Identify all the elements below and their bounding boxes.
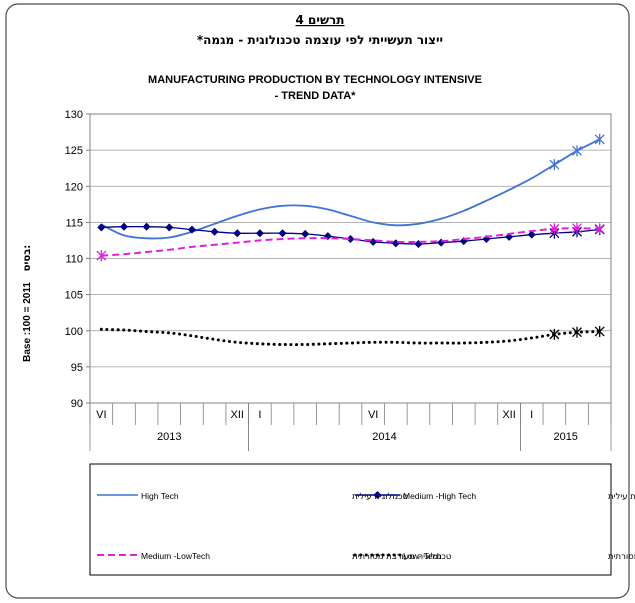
x-month-label: I	[258, 409, 261, 421]
legend-item-medium-low-tech: Medium -LowTech טכנולוגיה מעורבת מסורתית	[97, 551, 452, 562]
legend-label-he: טכנולוגיה עילית	[352, 492, 409, 502]
hebrew-title: ייצור תעשייתי לפי עוצמה טכנולוגית - מגמה…	[197, 33, 443, 47]
chart-title-line2: - TREND DATA*	[275, 90, 357, 102]
data-point-marker	[459, 237, 468, 246]
data-point-marker	[96, 250, 107, 262]
legend-marker	[373, 490, 382, 500]
data-point-marker	[210, 227, 219, 236]
series-lines	[96, 133, 605, 347]
data-point-marker	[572, 222, 582, 234]
x-month-label: XII	[231, 409, 244, 421]
legend-label-en: Low- Tech	[403, 551, 442, 561]
legend-label-en: Medium -LowTech	[141, 551, 210, 561]
legend-item-high-tech: High Tech טכנולוגיה עילית	[97, 491, 409, 502]
y-axis-label-hebrew: בסיס:	[22, 245, 33, 272]
data-point-marker	[549, 328, 560, 340]
figure-label: תרשים 4	[296, 13, 345, 27]
data-point-marker	[572, 145, 582, 157]
legend-label-he: טכנולוגיה מעורבת מסורתית	[352, 552, 452, 562]
data-point-marker	[594, 133, 605, 145]
series-medium-low-tech	[96, 222, 605, 262]
data-point-marker	[505, 232, 514, 241]
series-high-tech	[100, 133, 605, 240]
x-month-label: I	[530, 409, 533, 421]
y-tick-label: 120	[65, 181, 83, 193]
legend-item-medium-high-tech: Medium -High Tech טכנולוגיה מעורבת עילית	[355, 490, 635, 502]
data-point-marker	[142, 222, 151, 231]
data-point-marker	[549, 223, 560, 235]
series-line-low-tech	[99, 327, 602, 347]
data-point-marker	[97, 223, 106, 232]
data-point-marker	[594, 223, 605, 235]
y-tick-label: 110	[65, 254, 83, 266]
data-point-marker	[278, 229, 287, 238]
x-month-label: VI	[368, 409, 378, 421]
legend-item-low-tech: Low- Tech טכנולוגיה מסורתית	[353, 551, 635, 562]
data-point-marker	[572, 326, 582, 338]
y-tick-label: 95	[71, 362, 83, 374]
data-point-marker	[187, 225, 196, 234]
data-point-marker	[346, 234, 355, 244]
legend-label-he: טכנולוגיה מסורתית	[608, 552, 635, 562]
data-point-marker	[594, 325, 605, 337]
legend-label-he: טכנולוגיה מעורבת עילית	[608, 492, 635, 502]
y-tick-label: 105	[65, 290, 83, 302]
data-point-marker	[165, 223, 174, 232]
y-tick-label: 130	[65, 109, 83, 121]
data-point-marker	[233, 229, 242, 238]
x-month-label: XII	[502, 409, 515, 421]
series-low-tech	[99, 325, 605, 347]
data-point-marker	[119, 222, 129, 231]
legend-box	[89, 463, 612, 576]
x-year-label: 2013	[157, 431, 181, 443]
y-axis-label: Base :100 = 2011	[22, 282, 33, 362]
y-tick-label: 100	[65, 326, 83, 338]
y-axis-ticks: 90 95 100 105 110 115 120 125 130	[65, 109, 90, 410]
x-month-label: VI	[96, 409, 106, 421]
series-line-high-tech	[100, 138, 601, 240]
data-point-marker	[255, 229, 264, 238]
chart-title-line1: MANUFACTURING PRODUCTION BY TECHNOLOGY I…	[148, 74, 482, 86]
y-tick-label: 125	[65, 145, 83, 157]
data-point-marker	[549, 159, 560, 171]
y-tick-label: 90	[71, 398, 83, 410]
x-axis: VI XII I VI XII I 2013 2014 2015	[89, 403, 612, 451]
legend-label-en: High Tech	[141, 491, 179, 501]
data-point-marker	[527, 230, 536, 239]
x-year-label: 2014	[372, 431, 396, 443]
legend-label-en: Medium -High Tech	[403, 491, 476, 501]
gridlines	[90, 149, 611, 368]
y-tick-label: 115	[65, 217, 83, 229]
x-year-label: 2015	[553, 431, 577, 443]
